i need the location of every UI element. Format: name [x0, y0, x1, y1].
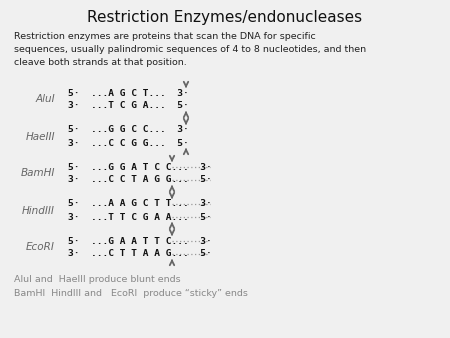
Text: BamHI  HindIII and   EcoRI  produce “sticky” ends: BamHI HindIII and EcoRI produce “sticky”… [14, 289, 248, 297]
Text: 3·  ...T C G A...  5·: 3· ...T C G A... 5· [68, 101, 189, 111]
Text: 5·  ...G G A T C C...  3·: 5· ...G G A T C C... 3· [68, 163, 212, 171]
Text: Restriction Enzymes/endonucleases: Restriction Enzymes/endonucleases [87, 10, 363, 25]
Text: 3·  ...C T T A A G...  5·: 3· ...C T T A A G... 5· [68, 249, 212, 259]
Text: 3·  ...T T C G A A...  5·: 3· ...T T C G A A... 5· [68, 213, 212, 221]
Text: 5·  ...A G C T...  3·: 5· ...A G C T... 3· [68, 89, 189, 97]
Text: Restriction enzymes are proteins that scan the DNA for specific
sequences, usual: Restriction enzymes are proteins that sc… [14, 32, 366, 67]
Text: BamHI: BamHI [21, 169, 55, 178]
Text: HindIII: HindIII [22, 206, 55, 216]
Text: AluI: AluI [36, 95, 55, 104]
Text: 5·  ...A A G C T T...  3·: 5· ...A A G C T T... 3· [68, 199, 212, 209]
Text: HaeIII: HaeIII [26, 131, 55, 142]
Text: AluI and  HaeIII produce blunt ends: AluI and HaeIII produce blunt ends [14, 275, 180, 285]
Text: EcoRI: EcoRI [26, 242, 55, 252]
Text: 5·  ...G A A T T C...  3·: 5· ...G A A T T C... 3· [68, 237, 212, 245]
Text: 3·  ...C C T A G G...  5·: 3· ...C C T A G G... 5· [68, 175, 212, 185]
Text: 5·  ...G G C C...  3·: 5· ...G G C C... 3· [68, 125, 189, 135]
Text: 3·  ...C C G G...  5·: 3· ...C C G G... 5· [68, 139, 189, 147]
